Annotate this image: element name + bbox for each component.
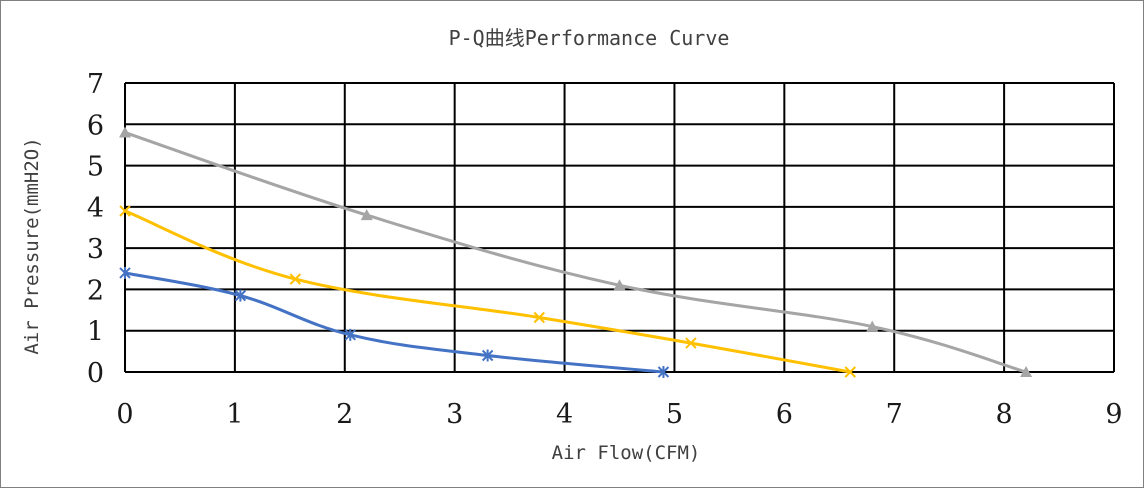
series-line [124, 209, 851, 374]
point-marker [360, 209, 373, 221]
point-marker [685, 337, 697, 349]
data-point [119, 126, 131, 138]
x-tick-label: 4 [556, 399, 573, 430]
point-marker [613, 279, 626, 291]
series-layer [119, 126, 1033, 378]
data-point [844, 366, 856, 378]
x-tick-label: 0 [116, 399, 133, 430]
x-tick-label: 7 [886, 399, 903, 430]
y-tick-label: 2 [87, 275, 104, 306]
data-point [234, 289, 247, 302]
data-point [344, 328, 356, 341]
series-line [124, 271, 664, 374]
y-axis-title: Air Pressure(mmH2O) [21, 137, 43, 354]
point-marker [289, 273, 302, 285]
x-tick-label: 2 [336, 399, 353, 430]
data-point [685, 337, 697, 349]
point-marker [866, 320, 879, 332]
data-point [119, 266, 131, 279]
data-point [613, 279, 626, 291]
tick-layer: 0 1 2 3 4 5 6 7 8 9 0 1 2 3 4 5 6 7 [87, 69, 1123, 430]
y-tick-label: 6 [87, 110, 104, 141]
data-point [657, 366, 670, 378]
point-marker [119, 205, 131, 217]
point-marker [844, 366, 856, 378]
point-marker [1020, 366, 1033, 377]
x-axis-title: Air Flow(CFM) [552, 442, 701, 464]
y-tick-label: 0 [87, 358, 104, 389]
x-tick-label: 3 [446, 399, 463, 430]
data-point [289, 273, 302, 285]
data-point [533, 311, 545, 324]
data-point [481, 349, 494, 362]
data-point [360, 209, 373, 221]
grid-layer [124, 82, 1115, 373]
y-tick-label: 5 [87, 152, 104, 183]
x-tick-label: 6 [776, 399, 793, 430]
point-marker [119, 126, 131, 138]
x-tick-label: 5 [666, 399, 683, 430]
series-line [124, 131, 1027, 374]
x-tick-label: 8 [996, 399, 1013, 430]
data-point [866, 320, 879, 332]
data-point [119, 205, 131, 217]
x-tick-label: 1 [226, 399, 243, 430]
x-tick-label: 9 [1105, 399, 1122, 430]
y-tick-label: 1 [87, 317, 104, 348]
y-tick-label: 3 [87, 234, 104, 265]
y-tick-label: 4 [87, 193, 104, 224]
data-point [1020, 366, 1033, 377]
point-marker [533, 311, 545, 324]
chart-title: P-Q曲线Performance Curve [449, 26, 730, 50]
y-tick-label: 7 [87, 69, 104, 100]
